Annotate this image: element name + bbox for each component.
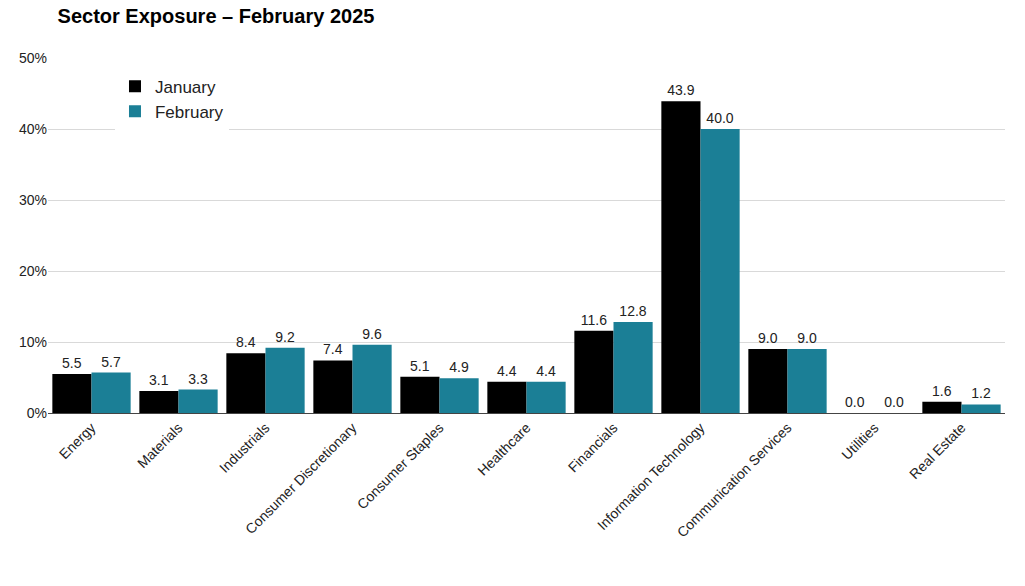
svg-text:20%: 20% bbox=[19, 263, 47, 279]
svg-text:Consumer Staples: Consumer Staples bbox=[354, 420, 447, 513]
svg-text:5.5: 5.5 bbox=[62, 355, 82, 371]
svg-text:January: January bbox=[155, 78, 216, 97]
svg-text:Financials: Financials bbox=[565, 420, 621, 476]
svg-text:0%: 0% bbox=[27, 405, 47, 421]
svg-text:3.1: 3.1 bbox=[149, 372, 169, 388]
svg-text:Sector Exposure – February 202: Sector Exposure – February 2025 bbox=[58, 5, 375, 27]
svg-text:Industrials: Industrials bbox=[216, 420, 272, 476]
svg-text:Utilities: Utilities bbox=[838, 420, 881, 463]
svg-text:Energy: Energy bbox=[56, 420, 99, 463]
svg-text:50%: 50% bbox=[19, 50, 47, 66]
svg-text:9.0: 9.0 bbox=[797, 330, 817, 346]
svg-text:43.9: 43.9 bbox=[667, 82, 694, 98]
svg-text:0.0: 0.0 bbox=[884, 394, 904, 410]
svg-text:10%: 10% bbox=[19, 334, 47, 350]
svg-text:11.6: 11.6 bbox=[581, 312, 607, 328]
svg-text:5.1: 5.1 bbox=[410, 358, 430, 374]
svg-text:3.3: 3.3 bbox=[188, 371, 208, 387]
svg-text:Information Technology: Information Technology bbox=[594, 420, 707, 533]
svg-text:4.4: 4.4 bbox=[497, 363, 517, 379]
svg-text:Materials: Materials bbox=[134, 420, 185, 471]
svg-text:Communication Services: Communication Services bbox=[674, 420, 795, 541]
svg-text:40%: 40% bbox=[19, 121, 47, 137]
svg-text:12.8: 12.8 bbox=[619, 303, 646, 319]
svg-text:4.4: 4.4 bbox=[536, 363, 556, 379]
svg-text:0.0: 0.0 bbox=[845, 394, 865, 410]
svg-text:30%: 30% bbox=[19, 192, 47, 208]
svg-text:40.0: 40.0 bbox=[706, 110, 733, 126]
svg-text:5.7: 5.7 bbox=[101, 354, 121, 370]
svg-text:Consumer Discretionary: Consumer Discretionary bbox=[242, 420, 360, 538]
svg-text:8.4: 8.4 bbox=[236, 334, 256, 350]
svg-text:4.9: 4.9 bbox=[449, 359, 469, 375]
svg-text:1.6: 1.6 bbox=[932, 383, 952, 399]
svg-text:9.2: 9.2 bbox=[275, 329, 295, 345]
svg-text:1.2: 1.2 bbox=[971, 385, 991, 401]
svg-text:7.4: 7.4 bbox=[323, 341, 343, 357]
svg-text:Real Estate: Real Estate bbox=[906, 419, 969, 482]
svg-text:9.6: 9.6 bbox=[362, 326, 382, 342]
svg-text:February: February bbox=[155, 103, 224, 122]
svg-text:Healthcare: Healthcare bbox=[474, 419, 533, 478]
svg-text:9.0: 9.0 bbox=[758, 330, 778, 346]
